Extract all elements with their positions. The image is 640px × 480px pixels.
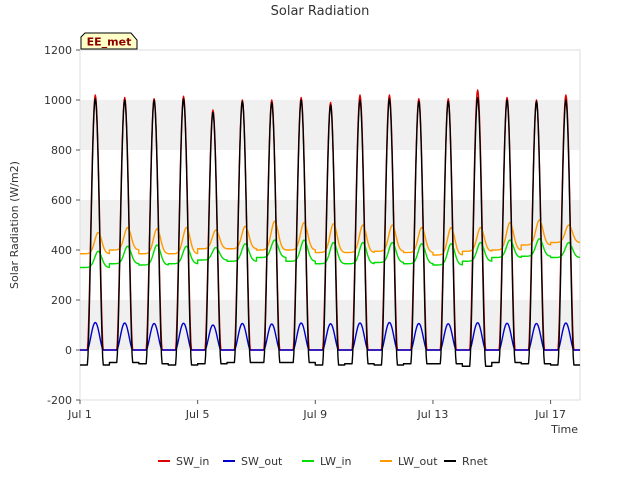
x-tick-label: Jul 1 [67,408,92,421]
y-tick-label: 400 [51,244,72,257]
x-axis-label: Time [550,423,578,436]
legend-label: SW_out [241,455,283,468]
y-tick-label: 1000 [44,94,72,107]
y-tick-label: 800 [51,144,72,157]
x-tick-label: Jul 13 [417,408,449,421]
y-axis-label: Solar Radiation (W/m2) [8,161,21,289]
y-tick-label: 1200 [44,44,72,57]
legend-label: SW_in [176,455,209,468]
plot-frame [79,49,581,401]
legend: SW_in SW_out LW_in LW_out Rnet [158,455,488,468]
grid-band [80,200,580,250]
y-tick-label: 600 [51,194,72,207]
legend-label: Rnet [462,455,488,468]
y-tick-label: 200 [51,294,72,307]
series-line-lw-out [79,219,581,256]
station-badge-box [80,32,138,50]
series-line-rnet [79,96,581,367]
series-line-sw-out [79,321,581,351]
x-tick-label: Jul 17 [534,408,566,421]
grid-bands [80,100,580,350]
y-tick-label: -200 [47,394,72,407]
x-tick-label: Jul 5 [185,408,210,421]
y-axis: -200 0 200 400 600 800 1000 1200 [44,44,80,407]
chart-title: Solar Radiation [271,4,370,19]
legend-label: LW_in [320,455,352,468]
series-line-lw-in [79,238,581,269]
station-badge: EE_met [80,32,138,50]
x-tick-label: Jul 9 [302,408,327,421]
legend-label: LW_out [398,455,438,468]
series-lines [79,89,581,367]
station-badge-label: EE_met [87,36,132,49]
x-axis: Jul 1 Jul 5 Jul 9 Jul 13 Jul 17 [67,400,566,421]
y-tick-label: 0 [65,344,72,357]
